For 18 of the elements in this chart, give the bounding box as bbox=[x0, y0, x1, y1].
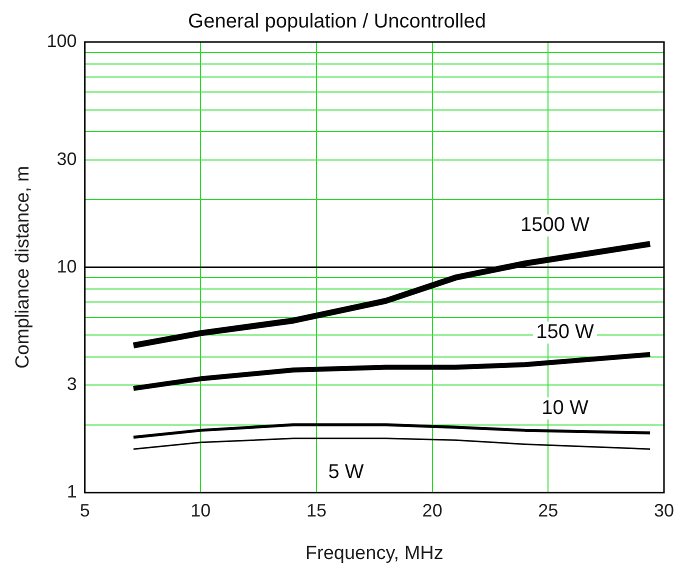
chart-title: General population / Uncontrolled bbox=[188, 10, 486, 33]
series-label: 10 W bbox=[542, 396, 588, 419]
y-axis-title: Compliance distance, m bbox=[12, 166, 34, 369]
series-label: 1500 W bbox=[520, 214, 590, 236]
series-label: 5 W bbox=[328, 460, 364, 483]
y-tick-label: 100 bbox=[46, 30, 77, 51]
y-tick-label: 1 bbox=[66, 482, 77, 502]
y-tick-label: 30 bbox=[56, 148, 77, 169]
x-tick-label: 15 bbox=[306, 500, 327, 520]
y-tick-label: 3 bbox=[66, 374, 77, 394]
x-axis-title: Frequency, MHz bbox=[305, 542, 444, 564]
series-label: 150 W bbox=[536, 321, 594, 344]
y-tick-label: 10 bbox=[56, 256, 77, 276]
x-tick-label: 5 bbox=[80, 500, 90, 520]
x-tick-label: 25 bbox=[538, 500, 558, 520]
x-tick-label: 30 bbox=[654, 500, 674, 520]
x-tick-label: 10 bbox=[190, 500, 211, 520]
x-tick-label: 20 bbox=[422, 500, 442, 520]
